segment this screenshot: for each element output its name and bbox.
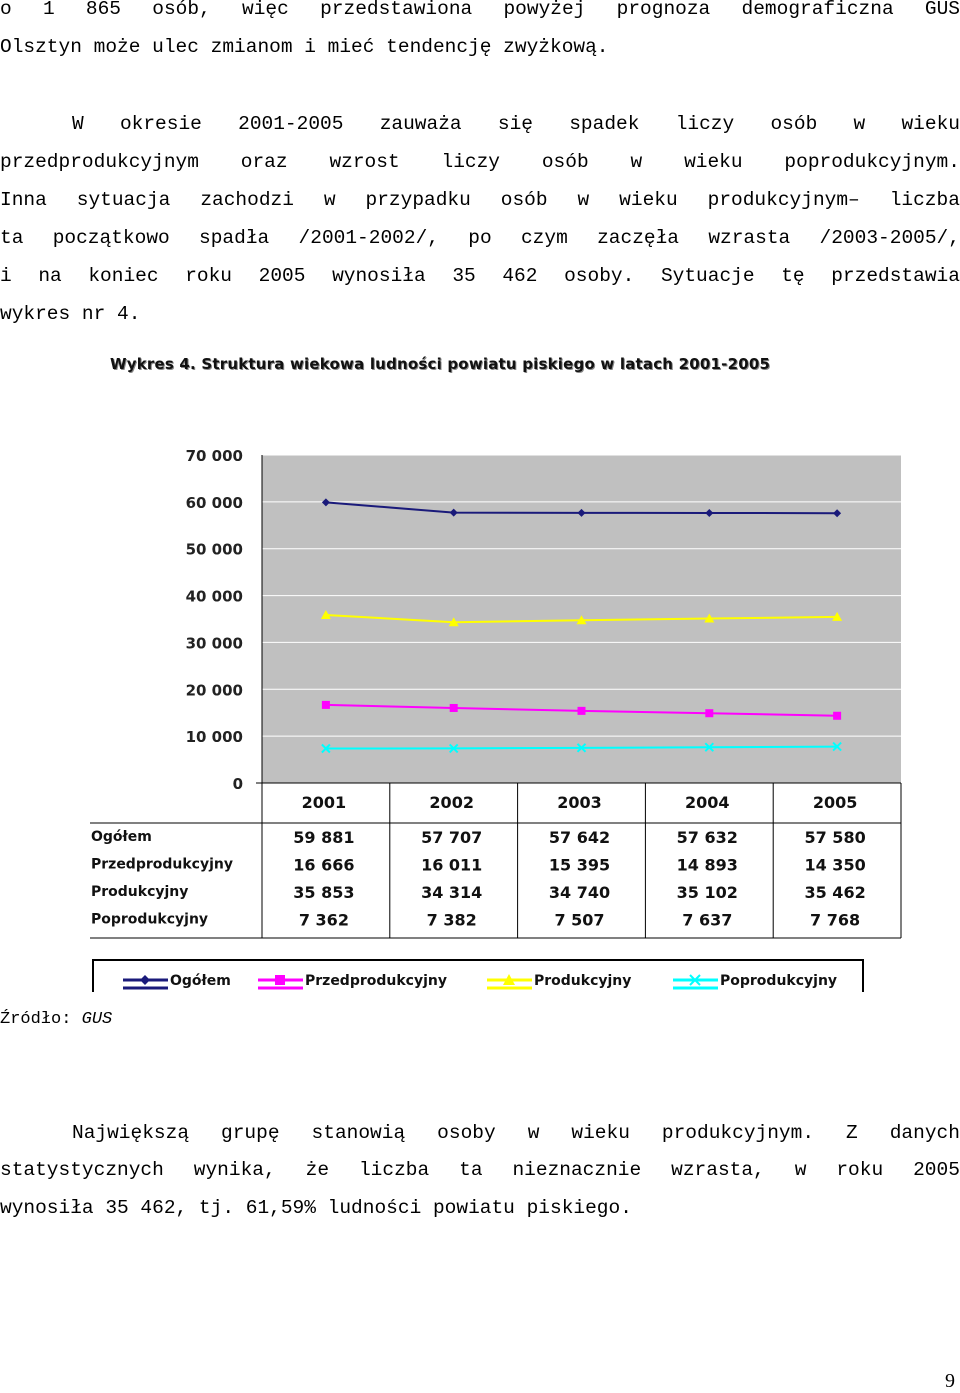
data-point — [704, 613, 715, 623]
x-tick-label: 2001 — [302, 793, 347, 812]
table-cell: 7 362 — [299, 911, 349, 930]
data-point — [449, 703, 458, 712]
legend-label: Przedprodukcyjny — [305, 973, 447, 989]
data-point — [576, 743, 587, 753]
page-number: 9 — [945, 1370, 955, 1392]
para2-line5: i na koniec roku 2005 wynosiła 35 462 osoby. Sytu… — [0, 265, 960, 287]
legend-box — [92, 959, 864, 995]
y-tick-label: 0 — [233, 775, 243, 793]
table-cell: 7 382 — [427, 911, 477, 930]
data-point — [832, 741, 842, 752]
y-tick-label: 30 000 — [186, 634, 243, 652]
para2-line2: przedprodukcyjnym oraz wzrost liczy osób w wie… — [0, 151, 960, 173]
table-cell: 35 102 — [677, 883, 738, 902]
x-tick-label: 2004 — [685, 793, 730, 812]
table-cell: 15 395 — [549, 856, 610, 875]
y-tick-label: 40 000 — [186, 588, 243, 606]
table-cell: 59 881 — [293, 828, 354, 847]
data-point — [449, 508, 458, 517]
para2-line3: Inna sytuacja zachodzi w przypadku osób w wieku… — [0, 189, 960, 211]
table-cell: 7 637 — [682, 911, 732, 930]
y-tick-label: 20 000 — [186, 681, 243, 699]
para1-line2: Olsztyn może ulec zmianom i mieć tendenc… — [0, 36, 609, 58]
data-point — [705, 508, 714, 517]
y-tick-label: 70 000 — [186, 447, 243, 465]
legend-marker — [140, 975, 150, 985]
data-point — [320, 610, 331, 620]
data-point — [448, 617, 459, 627]
data-point — [577, 508, 586, 517]
x-tick-label: 2002 — [429, 793, 474, 812]
y-tick-label: 10 000 — [186, 728, 243, 746]
table-cell: 57 580 — [804, 828, 865, 847]
table-cell: 57 642 — [549, 828, 610, 847]
legend-clip — [80, 992, 880, 995]
para3-line3: wynosiła 35 462, tj. 61,59% ludności pow… — [0, 1197, 632, 1219]
data-point — [577, 706, 586, 715]
table-cell: 16 666 — [293, 856, 354, 875]
table-cell: 14 350 — [804, 856, 865, 875]
table-cell: 34 314 — [421, 883, 482, 902]
data-point — [704, 742, 715, 752]
table-row-header: Przedprodukcyjny — [91, 857, 233, 873]
source-label: Źródło: — [0, 1010, 72, 1029]
table-cell: 7 507 — [554, 911, 604, 930]
data-point — [833, 711, 842, 720]
x-tick-label: 2003 — [557, 793, 602, 812]
table-cell: 57 707 — [421, 828, 482, 847]
chart-title: Wykres 4. Struktura wiekowa ludności pow… — [110, 355, 771, 373]
line-chart: 0 10 000 20 000 30 000 40 000 50 000 60 000 70 … — [80, 447, 902, 995]
legend-label: Ogółem — [170, 973, 231, 989]
data-point — [448, 743, 459, 754]
para3-line1: Największą grupę stanowią osoby w wieku produk… — [72, 1122, 960, 1144]
table-cell: 35 462 — [804, 883, 865, 902]
table-row-header: Ogółem — [91, 829, 152, 845]
table-cell: 14 893 — [677, 856, 738, 875]
para1-line1: o 1 865 osób, więc przedstawiona powyżej progno… — [0, 0, 960, 20]
legend-label: Poprodukcyjny — [720, 973, 837, 989]
para2-line6: wykres nr 4. — [0, 303, 141, 325]
data-point — [832, 611, 843, 621]
legend-marker — [689, 974, 701, 986]
table-cell: 7 768 — [810, 911, 860, 930]
y-tick-label: 60 000 — [186, 494, 243, 512]
legend-marker — [275, 975, 285, 985]
table-cell: 57 632 — [677, 828, 738, 847]
table-row-header: Poprodukcyjny — [91, 912, 208, 928]
source-value: GUS — [81, 1010, 113, 1029]
data-point — [576, 615, 587, 625]
para2-line4: ta początkowo spadła/2001-2002/, po czym zacz… — [0, 227, 960, 249]
table-cell: 16 011 — [421, 856, 482, 875]
x-tick-label: 2005 — [813, 793, 858, 812]
data-point — [321, 498, 330, 507]
data-point — [321, 743, 331, 754]
source-note: Źródło: GUS — [0, 1010, 112, 1029]
data-point — [705, 709, 714, 718]
table-row-header: Produkcyjny — [91, 884, 188, 900]
table-cell: 35 853 — [293, 883, 354, 902]
legend-marker — [503, 974, 515, 985]
data-point — [321, 700, 330, 709]
table-cell: 34 740 — [549, 883, 610, 902]
y-tick-label: 50 000 — [186, 541, 243, 559]
para3-line2: statystycznych wynika, że liczba ta nieznaczn… — [0, 1159, 960, 1181]
legend-label: Produkcyjny — [534, 973, 631, 989]
